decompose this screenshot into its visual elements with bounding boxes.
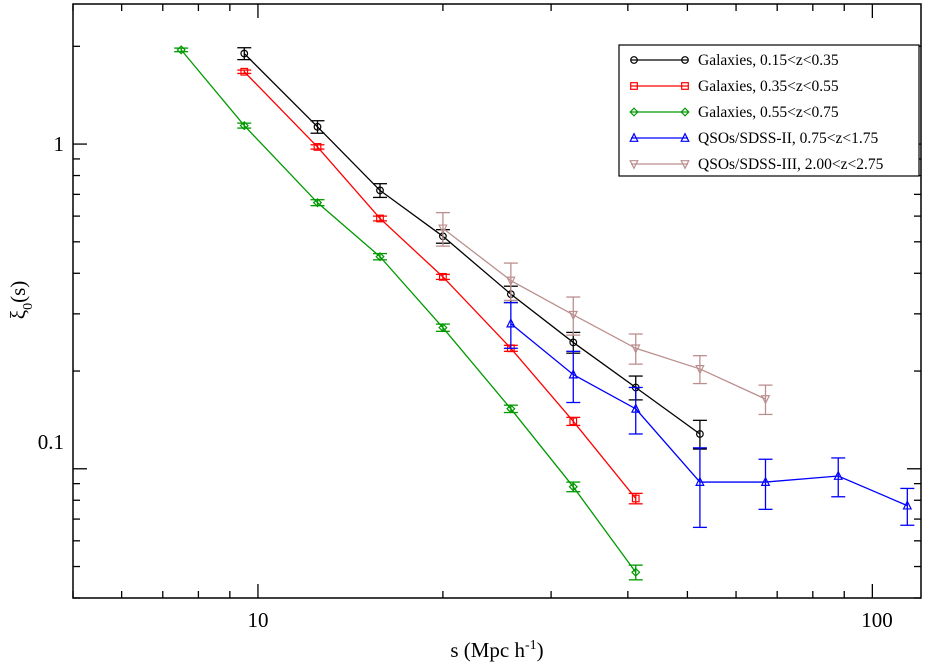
legend-entry-sample	[629, 132, 690, 142]
legend-label-qsos-sdss-ii: QSOs/SDSS-II, 0.75<z<1.75	[698, 130, 878, 147]
x-axis-title: s (Mpc h-1)	[450, 638, 543, 662]
data-point	[506, 404, 516, 414]
x-axis-title-end: )	[537, 638, 544, 662]
data-point	[680, 132, 690, 142]
y-tick-label-0.1: 0.1	[38, 430, 64, 454]
data-point	[630, 403, 641, 413]
data-point	[176, 45, 186, 55]
data-point	[681, 82, 689, 90]
data-point	[240, 67, 249, 76]
data-point	[695, 365, 705, 375]
legend-label-galaxies-low: Galaxies, 0.15<z<0.35	[698, 52, 839, 69]
data-point	[902, 499, 913, 510]
data-point	[438, 224, 448, 235]
series-line	[243, 53, 701, 435]
x-tick-label-10: 10	[248, 608, 269, 632]
x-axis-title-main: s (Mpc h	[450, 638, 525, 662]
y-axis-title-symbol: ξ	[6, 310, 30, 319]
y-axis-title: ξ0(s)	[6, 281, 36, 320]
series-line	[442, 227, 766, 400]
data-point	[631, 494, 640, 503]
data-point	[569, 417, 578, 426]
legend-box	[618, 44, 920, 177]
data-point	[696, 430, 704, 438]
series-3	[503, 301, 915, 529]
data-point	[630, 82, 638, 90]
axis-ticks	[72, 4, 921, 599]
data-point	[569, 338, 578, 347]
data-point	[680, 107, 690, 117]
data-point	[375, 252, 385, 262]
data-point	[568, 482, 578, 492]
data-point	[695, 476, 705, 486]
data-point	[629, 132, 639, 142]
data-point	[681, 56, 689, 64]
legend-entries	[629, 56, 690, 170]
series-line	[180, 49, 637, 573]
data-point	[439, 272, 447, 281]
data-point	[631, 567, 641, 577]
legend-entry-sample	[629, 107, 690, 117]
legend-entry-sample	[629, 160, 690, 170]
legend-label-qsos-sdss-iii: QSOs/SDSS-III, 2.00<z<2.75	[698, 156, 884, 173]
data-point	[438, 323, 448, 333]
data-point	[630, 344, 641, 354]
y-tick-label-1: 1	[54, 132, 65, 156]
series-2	[174, 45, 643, 581]
data-point	[313, 143, 322, 151]
data-point	[312, 198, 323, 208]
data-point	[506, 276, 516, 287]
y-axis-title-end: (s)	[6, 281, 30, 303]
series-4	[435, 211, 773, 416]
data-point	[313, 122, 322, 131]
data-point	[630, 56, 638, 64]
data-point	[629, 107, 639, 117]
data-point	[833, 470, 844, 480]
y-axis-title-subscript: 0	[21, 303, 36, 310]
legend-label-galaxies-high: Galaxies, 0.55<z<0.75	[698, 104, 839, 121]
data-point	[760, 395, 771, 405]
data-point	[376, 186, 384, 195]
data-series	[174, 45, 915, 581]
series-1	[237, 67, 643, 505]
data-point	[760, 476, 771, 486]
series-line	[243, 71, 637, 499]
legend: Galaxies, 0.15<z<0.35 Galaxies, 0.35<z<0…	[618, 44, 920, 177]
data-point	[629, 160, 639, 170]
legend-entry-sample	[630, 56, 689, 64]
data-point	[680, 160, 690, 170]
legend-label-galaxies-mid: Galaxies, 0.35<z<0.55	[698, 78, 839, 95]
data-point	[240, 49, 249, 58]
plot-frame	[72, 3, 922, 599]
x-tick-label-100: 100	[861, 608, 893, 632]
data-point	[239, 120, 249, 131]
data-point	[376, 214, 384, 223]
legend-entry-sample	[630, 82, 689, 90]
data-point	[506, 317, 516, 328]
x-axis-title-superscript: -1	[525, 638, 537, 653]
plot-area-border	[72, 3, 922, 599]
data-point	[568, 368, 579, 379]
data-point	[568, 310, 579, 321]
